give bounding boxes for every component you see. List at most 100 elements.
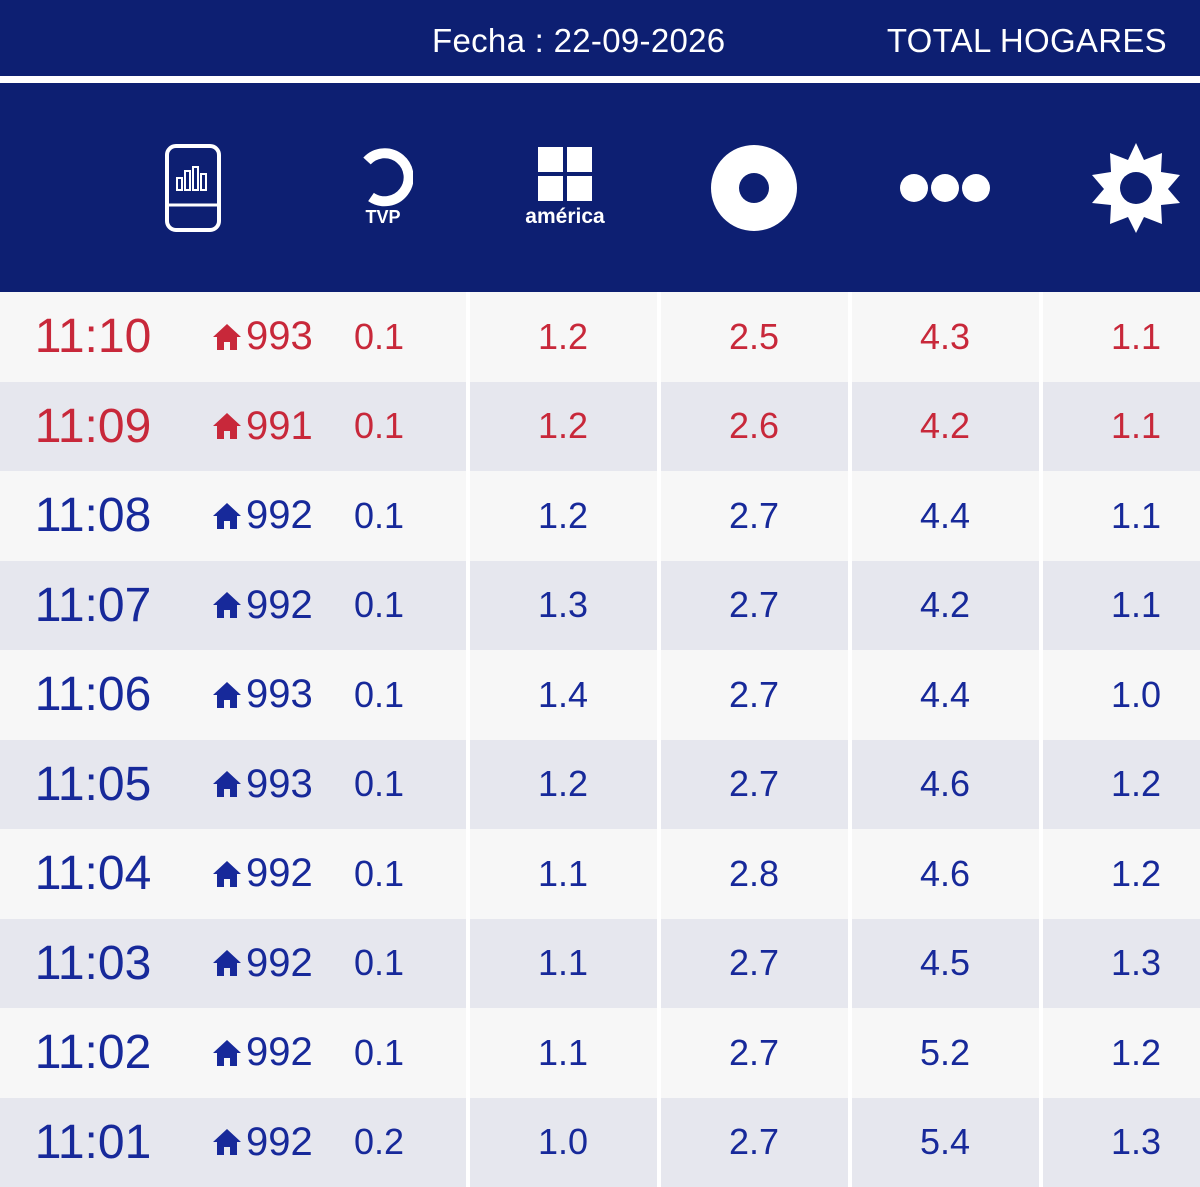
tvp-rating-cell: 0.1 bbox=[354, 382, 414, 472]
america-logo-icon[interactable]: américa bbox=[505, 83, 625, 292]
tv-audience-icon[interactable] bbox=[140, 83, 246, 292]
dots-rating-cell: 4.2 bbox=[852, 561, 1038, 651]
sun-rating-cell: 1.1 bbox=[1043, 382, 1200, 472]
time-cell: 11:06 bbox=[0, 650, 186, 740]
time-cell: 11:09 bbox=[0, 382, 186, 472]
hogares-value: 992 bbox=[246, 583, 313, 628]
hogares-value: 993 bbox=[246, 672, 313, 717]
house-icon bbox=[212, 1039, 242, 1067]
dots-rating-cell: 4.2 bbox=[852, 382, 1038, 472]
hogares-cell: 992 bbox=[212, 919, 313, 1009]
tvp-rating-cell: 0.1 bbox=[354, 292, 414, 382]
hogares-cell: 992 bbox=[212, 1008, 313, 1098]
time-cell: 11:05 bbox=[0, 740, 186, 830]
america-rating-cell: 1.3 bbox=[470, 561, 656, 651]
tvp-rating-cell: 0.1 bbox=[354, 829, 414, 919]
sun-rating-cell: 1.0 bbox=[1043, 650, 1200, 740]
ring-rating-cell: 2.7 bbox=[661, 740, 847, 830]
hogares-value: 992 bbox=[246, 1120, 313, 1165]
house-icon bbox=[212, 949, 242, 977]
tvp-rating-cell: 0.1 bbox=[354, 650, 414, 740]
hogares-value: 993 bbox=[246, 762, 313, 807]
america-rating-cell: 1.1 bbox=[470, 829, 656, 919]
hogares-value: 992 bbox=[246, 1030, 313, 1075]
dots-rating-cell: 4.5 bbox=[852, 919, 1038, 1009]
time-cell: 11:03 bbox=[0, 919, 186, 1009]
hogares-cell: 993 bbox=[212, 740, 313, 830]
sun-logo-icon[interactable] bbox=[1088, 83, 1184, 292]
america-rating-cell: 1.2 bbox=[470, 292, 656, 382]
sun-rating-cell: 1.1 bbox=[1043, 292, 1200, 382]
sun-rating-cell: 1.2 bbox=[1043, 1008, 1200, 1098]
dots-rating-cell: 5.2 bbox=[852, 1008, 1038, 1098]
sun-rating-cell: 1.2 bbox=[1043, 829, 1200, 919]
sun-rating-cell: 1.3 bbox=[1043, 1098, 1200, 1187]
ring-logo-icon[interactable] bbox=[700, 83, 808, 292]
channel-header: TVP américa bbox=[0, 83, 1200, 292]
total-hogares-label: TOTAL HOGARES bbox=[887, 22, 1167, 60]
time-cell: 11:08 bbox=[0, 471, 186, 561]
hogares-cell: 993 bbox=[212, 292, 313, 382]
house-icon bbox=[212, 860, 242, 888]
america-rating-cell: 1.0 bbox=[470, 1098, 656, 1187]
america-rating-cell: 1.1 bbox=[470, 1008, 656, 1098]
ring-rating-cell: 2.7 bbox=[661, 1008, 847, 1098]
tvp-logo-icon[interactable]: TVP bbox=[350, 83, 416, 292]
ring-rating-cell: 2.7 bbox=[661, 919, 847, 1009]
sun-rating-cell: 1.2 bbox=[1043, 740, 1200, 830]
ring-rating-cell: 2.7 bbox=[661, 471, 847, 561]
tvp-rating-cell: 0.2 bbox=[354, 1098, 414, 1187]
hogares-cell: 991 bbox=[212, 382, 313, 472]
dots-rating-cell: 4.4 bbox=[852, 650, 1038, 740]
house-icon bbox=[212, 591, 242, 619]
ring-rating-cell: 2.7 bbox=[661, 650, 847, 740]
hogares-cell: 992 bbox=[212, 561, 313, 651]
tvp-rating-cell: 0.1 bbox=[354, 471, 414, 561]
dots-rating-cell: 4.4 bbox=[852, 471, 1038, 561]
hogares-value: 993 bbox=[246, 314, 313, 359]
sun-rating-cell: 1.1 bbox=[1043, 561, 1200, 651]
dots-rating-cell: 4.6 bbox=[852, 829, 1038, 919]
time-cell: 11:02 bbox=[0, 1008, 186, 1098]
hogares-value: 991 bbox=[246, 404, 313, 449]
hogares-cell: 992 bbox=[212, 829, 313, 919]
sun-rating-cell: 1.1 bbox=[1043, 471, 1200, 561]
ring-rating-cell: 2.7 bbox=[661, 1098, 847, 1187]
time-cell: 11:07 bbox=[0, 561, 186, 651]
dots-rating-cell: 4.3 bbox=[852, 292, 1038, 382]
house-icon bbox=[212, 1128, 242, 1156]
tvp-label: TVP bbox=[365, 207, 400, 228]
ring-rating-cell: 2.5 bbox=[661, 292, 847, 382]
three-dots-logo-icon[interactable] bbox=[895, 83, 995, 292]
tvp-rating-cell: 0.1 bbox=[354, 919, 414, 1009]
dots-rating-cell: 5.4 bbox=[852, 1098, 1038, 1187]
house-icon bbox=[212, 412, 242, 440]
america-rating-cell: 1.2 bbox=[470, 471, 656, 561]
america-rating-cell: 1.2 bbox=[470, 740, 656, 830]
america-label: américa bbox=[525, 205, 604, 229]
top-bar: Fecha : 22-09-2026 TOTAL HOGARES bbox=[0, 0, 1200, 76]
house-icon bbox=[212, 502, 242, 530]
date-label: Fecha : 22-09-2026 bbox=[432, 22, 725, 60]
time-cell: 11:10 bbox=[0, 292, 186, 382]
tvp-rating-cell: 0.1 bbox=[354, 740, 414, 830]
house-icon bbox=[212, 323, 242, 351]
tvp-rating-cell: 0.1 bbox=[354, 1008, 414, 1098]
house-icon bbox=[212, 681, 242, 709]
america-rating-cell: 1.2 bbox=[470, 382, 656, 472]
hogares-value: 992 bbox=[246, 493, 313, 538]
ring-rating-cell: 2.7 bbox=[661, 561, 847, 651]
america-rating-cell: 1.4 bbox=[470, 650, 656, 740]
time-cell: 11:04 bbox=[0, 829, 186, 919]
time-cell: 11:01 bbox=[0, 1098, 186, 1187]
hogares-cell: 992 bbox=[212, 471, 313, 561]
